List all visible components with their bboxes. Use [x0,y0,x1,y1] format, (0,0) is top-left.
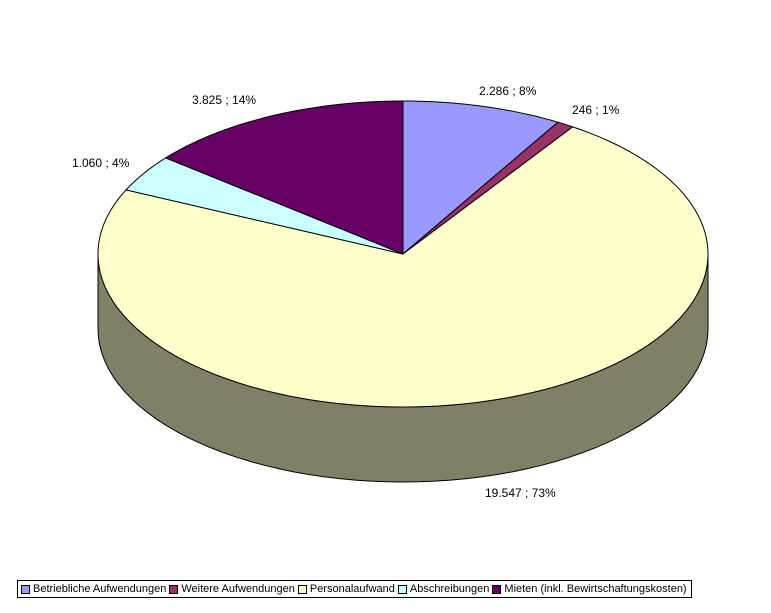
legend-label: Mieten (inkl. Bewirtschaftungskosten) [504,583,687,595]
legend-label: Abschreibungen [409,583,490,595]
legend-label: Betriebliche Aufwendungen [33,583,167,595]
legend-item-abschreibungen: Abschreibungen [397,582,490,596]
legend-label: Personalaufwand [309,583,395,595]
data-labels: 2.286 ; 8% 246 ; 1% 19.547 ; 73% 1.060 ;… [72,84,620,500]
pie-slice-mieten-inkl-bewirtschaftungskosten [165,100,404,255]
legend-swatch [297,584,307,594]
data-label-weitere-aufwendungen: 246 ; 1% [572,103,620,117]
legend-label: Weitere Aufwendungen [181,583,295,595]
data-label-mieten: 3.825 ; 14% [192,93,256,107]
pie-slice-weitere-aufwendungen [402,121,574,255]
legend: Betriebliche Aufwendungen Weitere Aufwen… [17,580,692,598]
legend-swatch [21,584,30,594]
pie-slices [97,100,709,408]
legend-swatch [492,584,502,594]
data-label-betriebliche-aufwendungen: 2.286 ; 8% [479,84,537,98]
data-label-abschreibungen: 1.060 ; 4% [72,156,130,170]
legend-item-betriebliche-aufwendungen: Betriebliche Aufwendungen [21,582,166,596]
legend-item-personalaufwand: Personalaufwand [297,582,395,596]
pie-slice-personalaufwand [97,126,709,408]
legend-swatch [397,584,407,594]
data-label-personalaufwand: 19.547 ; 73% [485,486,556,500]
legend-item-weitere-aufwendungen: Weitere Aufwendungen [169,582,295,596]
pie-slice-betriebliche-aufwendungen [402,100,559,255]
legend-swatch [169,584,179,594]
legend-item-mieten: Mieten (inkl. Bewirtschaftungskosten) [492,582,687,596]
pie-slice-abschreibungen [125,157,404,255]
